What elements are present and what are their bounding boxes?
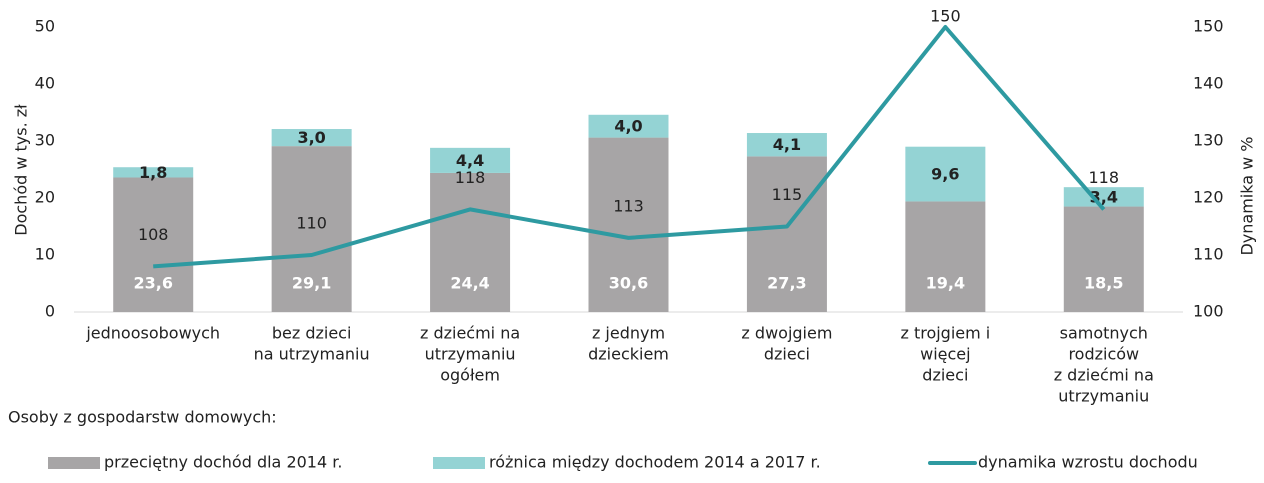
x-tick-label: z trojgiem i — [900, 324, 990, 343]
line-value-label: 115 — [772, 185, 803, 204]
line-value-label: 113 — [613, 196, 644, 215]
x-tick-label: jednoosobowych — [85, 324, 220, 343]
bar — [588, 137, 669, 312]
y-tick-label: 50 — [35, 17, 55, 36]
bar — [113, 177, 194, 312]
legend-swatch — [433, 457, 485, 469]
x-tick-label: na utrzymaniu — [254, 345, 370, 364]
bar-value-label: 4,0 — [614, 117, 642, 136]
y2-tick-label: 120 — [1193, 188, 1224, 207]
bar-value-label: 4,1 — [773, 135, 801, 154]
x-tick-label: utrzymaniu — [1058, 387, 1149, 406]
x-tick-label: z dwojgiem — [741, 324, 832, 343]
bar-value-label: 18,5 — [1084, 274, 1123, 293]
x-tick-label: rodziców — [1068, 345, 1139, 364]
y2-tick-label: 110 — [1193, 245, 1224, 264]
line-value-label: 118 — [1089, 168, 1120, 187]
bar-value-label: 29,1 — [292, 274, 331, 293]
bar — [271, 146, 352, 312]
bar — [746, 133, 827, 157]
line-value-label: 110 — [296, 214, 327, 233]
bar-value-label: 4,4 — [456, 151, 484, 170]
bar — [1063, 206, 1144, 312]
x-tick-label: utrzymaniu — [425, 345, 516, 364]
annotation: Osoby z gospodarstw domowych: — [8, 408, 277, 427]
y2-tick-label: 100 — [1193, 302, 1224, 321]
bar — [905, 201, 986, 312]
x-tick-label: dzieci — [922, 366, 968, 385]
y2-axis-label: Dynamika w % — [1238, 136, 1257, 255]
x-tick-label: bez dzieci — [272, 324, 352, 343]
x-tick-label: z jednym — [592, 324, 665, 343]
line — [153, 25, 1106, 269]
legend-swatch — [48, 457, 100, 469]
legend-label: przeciętny dochód dla 2014 r. — [104, 453, 342, 472]
bar — [905, 146, 986, 202]
line-value-label: 108 — [138, 225, 169, 244]
bar-value-label: 3,0 — [297, 128, 325, 147]
x-tick-label: z dziećmi na — [420, 324, 520, 343]
y-tick-label: 10 — [35, 245, 55, 264]
y-tick-label: 30 — [35, 131, 55, 150]
bar — [113, 167, 194, 178]
legend-label: różnica między dochodem 2014 a 2017 r. — [489, 453, 821, 472]
line-value-label: 150 — [930, 7, 961, 26]
x-tick-label: więcej — [920, 345, 970, 364]
bar-value-label: 9,6 — [931, 165, 959, 184]
legend-label: dynamika wzrostu dochodu — [978, 453, 1198, 472]
bar-value-label: 27,3 — [767, 274, 806, 293]
y2-tick-label: 150 — [1193, 17, 1224, 36]
x-tick-label: ogółem — [440, 366, 500, 385]
bar-value-label: 24,4 — [450, 274, 489, 293]
bar-value-label: 23,6 — [133, 274, 172, 293]
bar — [271, 129, 352, 147]
y-tick-label: 20 — [35, 188, 55, 207]
bar-value-label: 30,6 — [609, 274, 648, 293]
bar — [588, 114, 669, 138]
bar — [430, 172, 511, 312]
bar — [430, 147, 511, 173]
bar-value-label: 19,4 — [926, 274, 965, 293]
bar — [746, 156, 827, 312]
x-tick-label: z dziećmi na — [1054, 366, 1154, 385]
y2-tick-label: 130 — [1193, 131, 1224, 150]
y-axis-label: Dochód w tys. zł — [12, 104, 31, 236]
x-tick-label: dzieci — [764, 345, 810, 364]
y-tick-label: 0 — [45, 302, 55, 321]
y2-tick-label: 140 — [1193, 74, 1224, 93]
bar-value-label: 1,8 — [139, 163, 167, 182]
x-tick-label: samotnych — [1060, 324, 1148, 343]
bar — [1063, 187, 1144, 207]
line-value-label: 118 — [455, 168, 486, 187]
x-tick-label: dzieckiem — [588, 345, 669, 364]
y-tick-label: 40 — [35, 74, 55, 93]
